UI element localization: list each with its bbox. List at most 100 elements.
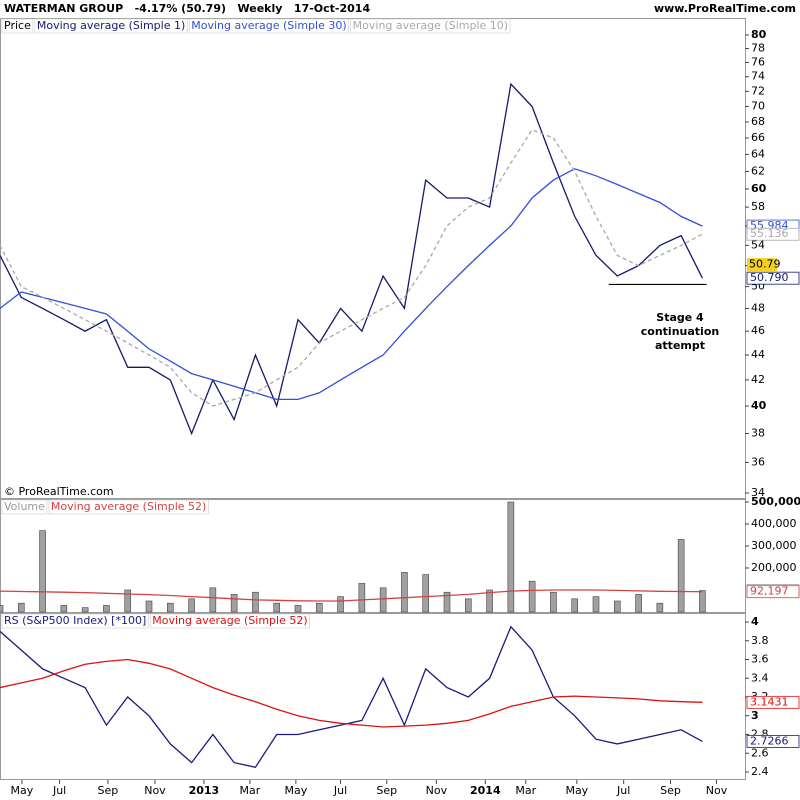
volume-bar: [635, 594, 642, 613]
y-tick-label: 42: [751, 373, 765, 386]
last-value-box: [746, 734, 800, 748]
y-tick-label: 3.8: [751, 634, 769, 647]
y-tick-label: 78: [751, 42, 765, 55]
legend-entry: Volume: [4, 500, 45, 513]
y-tick-label: 46: [751, 324, 765, 337]
volume-bar: [656, 602, 664, 613]
price-label: 50.79: [749, 258, 781, 271]
y-tick-label: 2.4: [751, 765, 769, 778]
legend-box: [48, 499, 209, 515]
y-tick-label: 70: [751, 99, 765, 112]
x-tick-label: Jul: [333, 784, 347, 797]
legend-entry: Moving average (Simple 52): [152, 614, 307, 627]
x-tick-label: Nov: [426, 784, 448, 797]
annotation: attempt: [655, 339, 705, 352]
legend-box: [188, 18, 349, 34]
volume-bar: [81, 607, 89, 613]
volume-bar: [422, 574, 430, 613]
last-value-box: [746, 227, 800, 241]
volume-bar: [315, 602, 323, 613]
legend-entry: Moving average (Simple 52): [51, 500, 206, 513]
last-value-box: [746, 695, 800, 709]
y-tick-label: 34: [751, 486, 765, 499]
volume-bar: [273, 602, 281, 613]
volume-bar: [464, 598, 472, 613]
legend-box: [1, 613, 149, 629]
volume-bar: [0, 605, 4, 613]
series-line: [0, 589, 703, 602]
x-tick-label: Sep: [98, 784, 119, 797]
volume-bar: [188, 598, 195, 613]
last-value-label: 2.7266: [750, 734, 789, 747]
header-site: www.ProRealTime.com: [654, 2, 796, 15]
last-value-label: 3.1431: [750, 695, 789, 708]
x-tick-label: Sep: [660, 784, 681, 797]
volume-bar: [358, 583, 366, 613]
volume-bar: [443, 591, 451, 613]
volume-bar: [486, 589, 493, 613]
legend-box: [1, 18, 34, 34]
legend-entry: Moving average (Simple 10): [353, 19, 508, 32]
volume-bar: [145, 600, 153, 613]
y-tick-label: 76: [751, 55, 765, 68]
volume-bar: [401, 572, 408, 613]
series-line: [0, 168, 703, 401]
series-line: [0, 658, 703, 728]
legend-box: [34, 18, 188, 34]
y-tick-label: 200,000: [751, 561, 797, 574]
y-tick-label: 54: [751, 238, 765, 251]
last-value-box: [746, 585, 800, 599]
y-tick-label: 400,000: [751, 517, 797, 530]
x-tick-label: 2013: [189, 784, 220, 797]
volume-bar: [507, 501, 515, 613]
last-value-label: 92,197: [750, 585, 789, 598]
x-tick-label: Jul: [616, 784, 630, 797]
series-line: [0, 82, 703, 436]
annotation: continuation: [641, 325, 719, 338]
legend-entry: RS (S&P500 Index) [*100]: [4, 614, 146, 627]
volume-bar: [39, 530, 46, 613]
volume-bar: [613, 600, 621, 613]
price-panel: [0, 18, 746, 499]
x-tick-label: Mar: [515, 784, 536, 797]
y-tick-label: 72: [751, 84, 765, 97]
volume-bar: [379, 587, 387, 613]
y-tick-label: 66: [751, 131, 765, 144]
y-tick-label: 3.6: [751, 653, 769, 666]
y-tick-label: 62: [751, 164, 765, 177]
y-tick-label: 38: [751, 426, 765, 439]
copyright: © ProRealTime.com: [4, 485, 114, 498]
x-tick-label: Mar: [240, 784, 261, 797]
x-tick-label: Nov: [706, 784, 728, 797]
volume-bar: [252, 591, 259, 613]
y-tick-label: 58: [751, 200, 765, 213]
volume-bar: [209, 587, 217, 613]
y-tick-label: 48: [751, 301, 765, 314]
y-tick-label: 36: [751, 455, 765, 468]
y-tick-label: 40: [751, 399, 767, 412]
y-tick-label: 4: [751, 615, 759, 628]
x-tick-label: May: [565, 784, 588, 797]
volume-bar: [677, 539, 685, 613]
y-tick-label: 500,000: [751, 495, 800, 508]
annotation: Stage 4: [656, 311, 704, 324]
series-line: [0, 625, 703, 769]
y-tick-label: 60: [751, 182, 767, 195]
last-value-box: [746, 271, 800, 285]
x-tick-label: Jul: [52, 784, 66, 797]
volume-bar: [550, 591, 557, 613]
y-tick-label: 44: [751, 348, 765, 361]
y-tick-label: 80: [751, 28, 767, 41]
x-tick-label: Nov: [144, 784, 166, 797]
volume-bar: [230, 594, 238, 613]
x-tick-label: Sep: [376, 784, 397, 797]
y-tick-label: 3.4: [751, 671, 769, 684]
volume-bar: [124, 589, 132, 613]
volume-panel: [0, 499, 746, 613]
y-tick-label: 64: [751, 147, 765, 160]
price-box: [747, 258, 777, 272]
legend-box: [350, 18, 511, 34]
legend-entry: Price: [4, 19, 31, 32]
volume-bar: [294, 605, 302, 613]
